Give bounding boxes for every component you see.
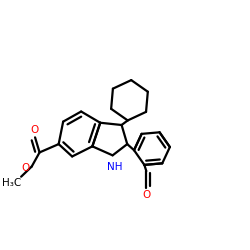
Text: O: O [30, 125, 39, 135]
Text: O: O [21, 163, 29, 173]
Text: O: O [143, 190, 151, 200]
Text: H₃C: H₃C [2, 178, 21, 188]
Text: NH: NH [107, 162, 122, 172]
